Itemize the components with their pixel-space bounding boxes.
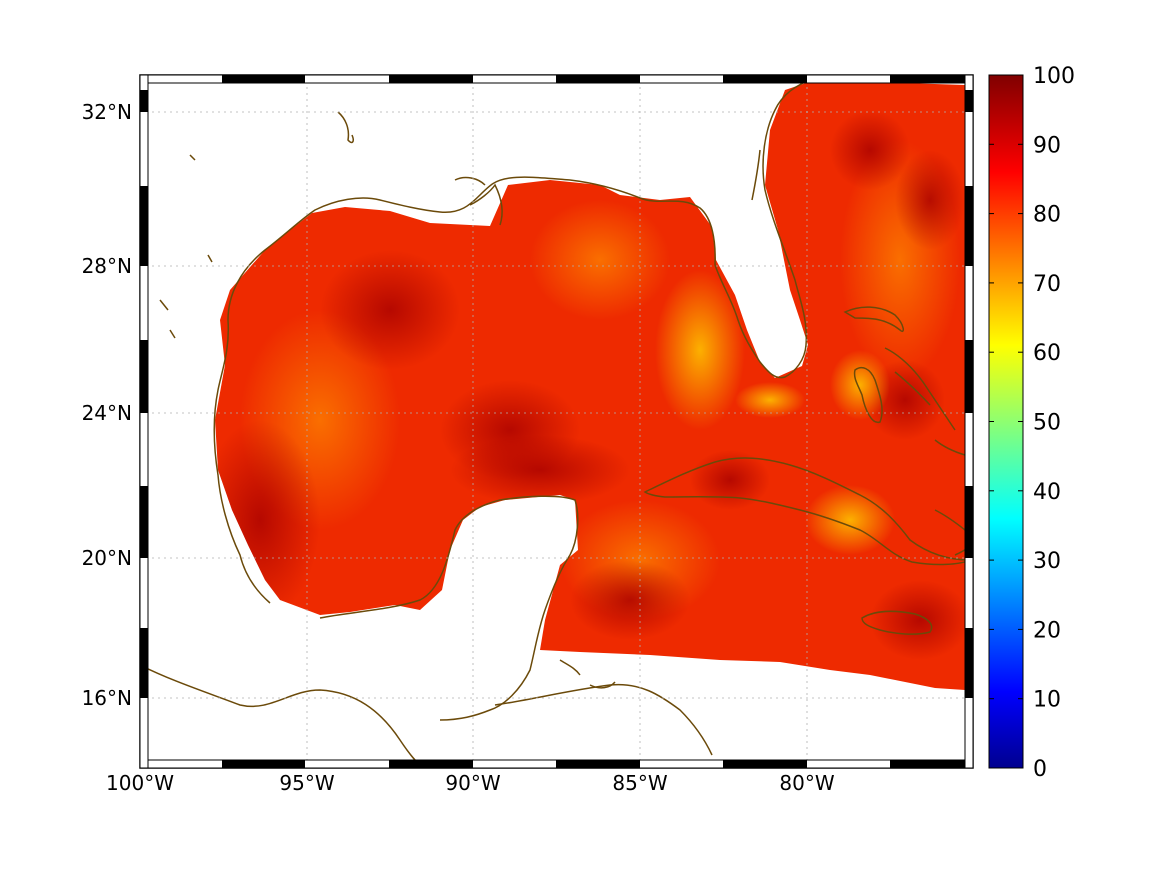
coastlines	[140, 77, 973, 768]
yucatan-coast	[319, 495, 579, 721]
colorbar-tick-label: 50	[1033, 411, 1061, 436]
colorbar-tick-label: 20	[1033, 618, 1061, 643]
central-america-coast	[140, 664, 426, 768]
colorbar-tick-label: 10	[1033, 688, 1061, 713]
lat-label: 20°N	[82, 546, 132, 570]
lake-detail	[337, 111, 354, 144]
lon-label: 90°W	[445, 771, 500, 795]
lat-label: 16°N	[82, 686, 132, 710]
lon-label: 85°W	[612, 771, 667, 795]
lat-label: 24°N	[82, 401, 132, 425]
jamaica	[861, 610, 933, 635]
colorbar-tick-label: 40	[1033, 480, 1061, 505]
bahamas-chain	[884, 347, 966, 456]
colorbar-tick-label: 100	[1033, 64, 1075, 89]
island-detail-1	[751, 149, 761, 201]
mississippi-delta	[454, 176, 503, 226]
bahamas-abaco	[843, 306, 905, 332]
lon-label: 80°W	[779, 771, 834, 795]
island-detail-2	[159, 154, 213, 339]
florida-coast	[714, 77, 816, 379]
longitude-labels: 100°W 95°W 90°W 85°W 80°W	[106, 771, 835, 795]
island-detail-3	[559, 659, 616, 689]
colorbar-tick-label: 70	[1033, 272, 1061, 297]
colorbar-tick-label: 60	[1033, 341, 1061, 366]
latitude-labels: 32°N 28°N 24°N 20°N 16°N	[82, 100, 132, 710]
graticule	[140, 75, 973, 768]
colorbar-tick-label: 90	[1033, 133, 1061, 158]
lon-label: 100°W	[106, 771, 174, 795]
lat-label: 28°N	[82, 254, 132, 278]
colorbar-gradient	[988, 74, 1024, 769]
colorbar-ticks	[989, 74, 1023, 769]
colorbar-tick-label: 30	[1033, 549, 1061, 574]
colorbar-tick-label: 0	[1033, 757, 1047, 782]
honduras-coast	[494, 683, 713, 756]
cuba	[643, 457, 971, 566]
lat-label: 32°N	[82, 100, 132, 124]
colorbar-tick-label: 80	[1033, 203, 1061, 228]
map-frame	[139, 74, 974, 769]
bahamas-andros	[853, 367, 883, 424]
lon-label: 95°W	[279, 771, 334, 795]
gulf-coast-north	[213, 176, 716, 604]
